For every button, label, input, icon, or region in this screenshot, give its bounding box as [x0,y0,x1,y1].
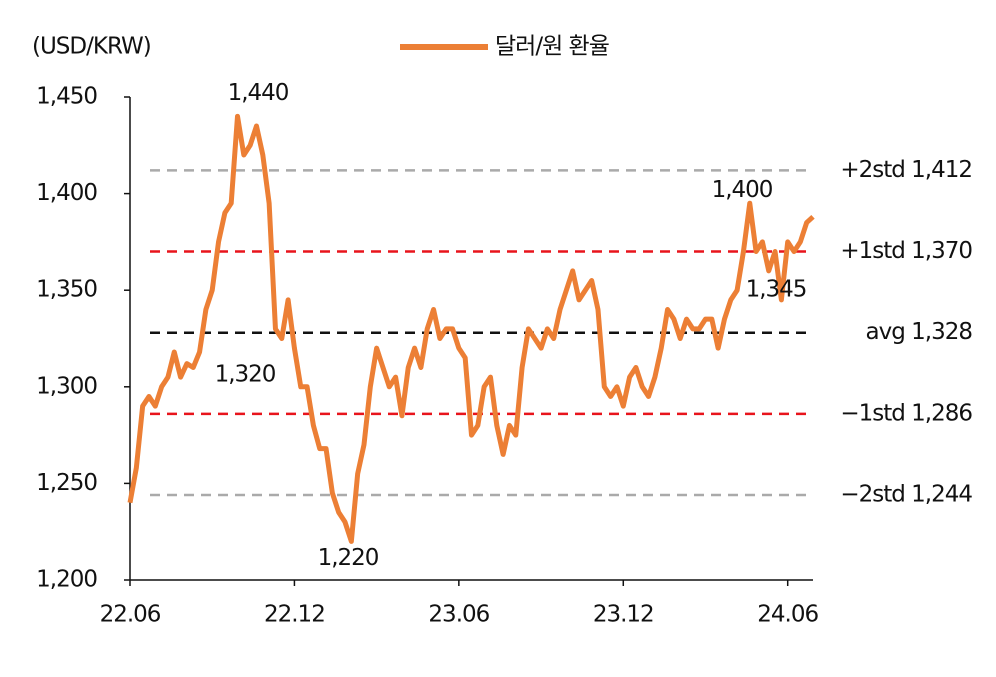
annotation: 1,400 [712,177,773,203]
x-tick-label: 24.06 [757,602,818,628]
x-tick-label: 23.06 [428,602,489,628]
reference-label: +1std 1,370 [840,238,972,264]
series-line [127,113,815,544]
reference-label: −2std 1,244 [840,481,972,507]
reference-label: avg 1,328 [866,319,973,345]
y-tick-label: 1,450 [36,84,97,110]
x-tick-label: 23.12 [593,602,654,628]
y-tick-label: 1,250 [36,470,97,496]
y-tick-label: 1,200 [36,567,97,593]
legend-label: 달러/원 환율 [495,34,609,60]
annotation: 1,440 [228,80,289,106]
reference-label: +2std 1,412 [840,157,972,183]
y-tick-label: 1,350 [36,277,97,303]
y-tick-label: 1,300 [36,373,97,399]
annotation: 1,345 [746,276,807,302]
y-tick-label: 1,400 [36,180,97,206]
axis-title: (USD/KRW) [32,34,151,60]
x-tick-label: 22.12 [264,602,325,628]
reference-label: −1std 1,286 [840,400,972,426]
annotation: 1,320 [215,362,276,388]
x-tick-label: 22.06 [100,602,161,628]
annotation: 1,220 [318,545,379,571]
